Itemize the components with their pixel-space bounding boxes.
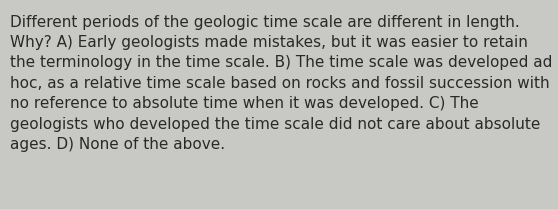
Text: Different periods of the geologic time scale are different in length. Why? A) Ea: Different periods of the geologic time s… bbox=[10, 15, 552, 152]
